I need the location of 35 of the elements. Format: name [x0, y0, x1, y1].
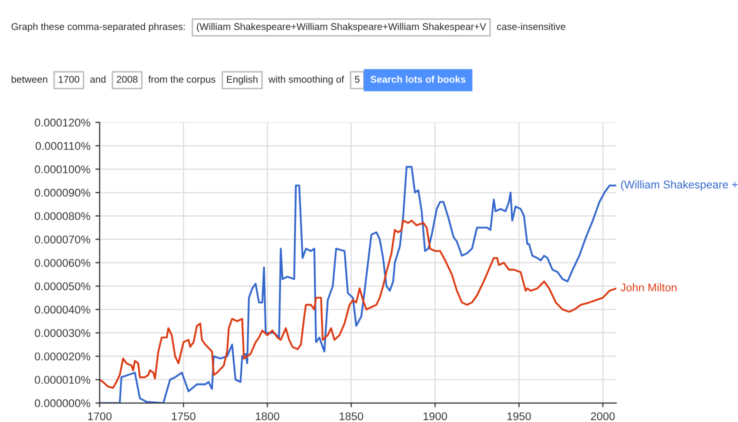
text: between — [12, 76, 48, 83]
x-tick-label: 1800 — [256, 412, 280, 420]
y-tick-label: 0.000070% — [34, 236, 90, 244]
x-tick-label: 1850 — [340, 412, 364, 420]
text: and — [90, 76, 106, 83]
y-tick-label: 0.000050% — [34, 282, 90, 290]
x-tick-label: 1950 — [507, 412, 531, 420]
x-tick-label: 1750 — [172, 412, 196, 420]
y-tick-label: 0.000080% — [34, 212, 90, 220]
y-tick-label: 0.000120% — [34, 118, 90, 127]
y-tick-label: 0.000000% — [34, 399, 90, 408]
y-tick-label: 0.000100% — [34, 165, 90, 174]
x-tick-label: 2000 — [591, 412, 615, 420]
y-tick-label: 0.000010% — [34, 376, 90, 384]
y-tick-label: 0.000030% — [34, 329, 90, 337]
y-tick-label: 0.000090% — [34, 188, 90, 197]
y-tick-label: 0.000020% — [34, 352, 90, 360]
text: case-insensitive — [497, 22, 566, 30]
text: from the corpus — [148, 76, 216, 85]
x-tick-label: 1900 — [424, 412, 448, 420]
y-tick-label: 0.000110% — [36, 142, 90, 150]
text: Search lots of books — [370, 76, 466, 83]
series-label: John Milton — [620, 283, 676, 292]
x-tick-label: 1700 — [88, 412, 112, 420]
y-tick-label: 0.000040% — [34, 306, 90, 314]
y-tick-label: 0.000060% — [34, 258, 90, 267]
text: English — [227, 76, 258, 85]
series-label: (William Shakespeare + — [621, 180, 738, 191]
line-series — [100, 220, 616, 389]
text: 2008 — [116, 76, 138, 83]
text: (William Shakespeare+William Shakspeare+William Shakespear+V — [196, 22, 486, 32]
text: Graph these comma-separated phrases: — [12, 22, 185, 32]
text: 5 — [354, 76, 360, 83]
text: 1700 — [58, 76, 80, 83]
text: with smoothing of — [268, 76, 344, 85]
